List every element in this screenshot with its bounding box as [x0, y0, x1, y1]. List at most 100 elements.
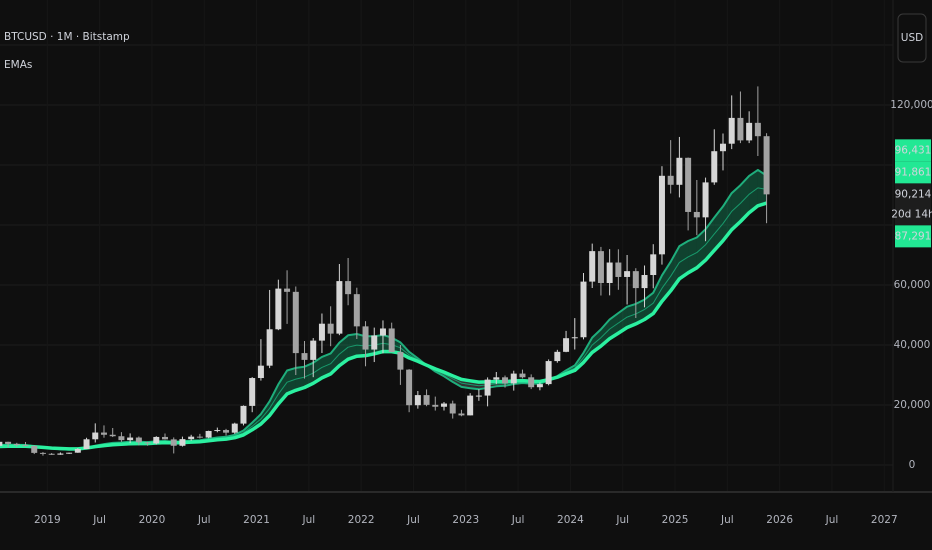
candle-body: [676, 157, 683, 185]
candle-body: [406, 369, 413, 406]
candle-body: [554, 351, 561, 362]
x-tick-label: 2024: [557, 514, 584, 526]
candle-body: [597, 251, 604, 283]
candle-body: [702, 182, 709, 218]
candle-body: [685, 157, 692, 212]
candle-body: [135, 437, 142, 443]
candle-body: [0, 441, 3, 446]
x-tick-label: 2023: [452, 514, 479, 526]
candle-body: [362, 326, 369, 350]
grid: [0, 44, 893, 466]
candle-body: [763, 136, 770, 195]
candle-body: [275, 288, 282, 330]
x-tick-label: Jul: [825, 514, 839, 526]
countdown-label: 20d 14h: [891, 208, 932, 220]
candle-body: [650, 254, 657, 276]
x-tick-label: 2027: [871, 514, 898, 526]
x-tick-label: Jul: [92, 514, 106, 526]
candle-body: [432, 404, 439, 407]
candle-body: [536, 384, 543, 388]
ema-price-label: 96,431: [895, 144, 932, 156]
candle-body: [746, 122, 753, 141]
currency-button[interactable]: USD: [897, 13, 927, 63]
candle-body: [441, 403, 447, 407]
candle-body: [458, 413, 465, 416]
candle-body: [571, 337, 578, 339]
candle-body: [22, 445, 29, 447]
x-tick-label: 2019: [34, 514, 61, 526]
x-tick-label: 2022: [348, 514, 375, 526]
plot: [0, 86, 770, 456]
candle-body: [257, 365, 264, 379]
candle-body: [214, 430, 221, 432]
candle-body: [606, 262, 613, 283]
ema-price-box: [895, 161, 931, 184]
candle-body: [162, 436, 169, 440]
candle-body: [240, 405, 247, 424]
candle-body: [475, 395, 482, 397]
ema-price-label: 87,291: [895, 230, 932, 242]
candle-body: [109, 434, 116, 437]
x-tick-label: Jul: [406, 514, 420, 526]
candle-body: [249, 378, 256, 406]
candle-body: [449, 403, 456, 414]
candle-body: [284, 288, 291, 292]
price-axis: 2019 Jul 2020 Jul 2021 Jul 2022 Jul 2023 Jul 2024 J…: [34, 99, 932, 526]
candle-body: [266, 329, 273, 366]
candle-body: [48, 453, 55, 455]
candle-body: [5, 441, 12, 444]
candle-body: [205, 430, 212, 438]
candle-body: [719, 143, 726, 152]
candle-body: [388, 328, 395, 353]
last-price-box: [895, 183, 931, 226]
candle-body: [231, 423, 238, 433]
ema-band: [583, 337, 593, 363]
candle-body: [580, 281, 587, 338]
x-tick-label: 2026: [766, 514, 793, 526]
candle-body: [563, 338, 570, 352]
candle-body: [711, 151, 718, 183]
chart-title: BTCUSD · 1M · Bitstamp: [4, 31, 130, 43]
candle-body: [310, 340, 317, 360]
candle-body: [632, 271, 639, 289]
button-label[interactable]: USD: [901, 32, 923, 44]
x-tick-label: 2021: [243, 514, 270, 526]
x-tick-label: 2020: [139, 514, 166, 526]
candle-body: [615, 262, 622, 277]
candle-body: [728, 117, 735, 144]
ema-band: [260, 401, 270, 424]
candle-body: [196, 436, 203, 438]
candle-body: [528, 377, 535, 388]
button-frame[interactable]: [897, 13, 927, 63]
candle-body: [318, 323, 325, 341]
y-tick-label: 40,000: [894, 339, 931, 351]
ema-price-label: 91,861: [895, 166, 932, 178]
candle-body: [397, 352, 404, 370]
candle-body: [371, 335, 378, 350]
candle-body: [92, 432, 99, 440]
candle-body: [737, 117, 744, 141]
candle-body: [153, 436, 160, 444]
y-tick-label: 0: [909, 459, 916, 471]
candle-body: [292, 291, 299, 354]
candle-body: [179, 439, 186, 446]
y-tick-label: 120,000: [890, 99, 932, 111]
candle-body: [658, 175, 665, 255]
candle-body: [502, 377, 509, 384]
y-tick-label: 60,000: [894, 279, 931, 291]
x-tick-label: Jul: [615, 514, 629, 526]
candle-body: [66, 452, 73, 454]
y-tick-label: 20,000: [894, 399, 931, 411]
candle-body: [667, 175, 674, 185]
candle-body: [223, 430, 230, 433]
candle-body: [484, 379, 491, 396]
last-price-label: 90,214: [895, 188, 932, 200]
ema-band: [269, 384, 279, 416]
candle-body: [493, 377, 500, 380]
candle-body: [188, 436, 195, 440]
ema-price-box: [895, 139, 931, 162]
candle-body: [467, 395, 474, 416]
ema-band: [252, 414, 261, 430]
candle-body: [13, 443, 20, 446]
candle-body: [519, 373, 526, 378]
